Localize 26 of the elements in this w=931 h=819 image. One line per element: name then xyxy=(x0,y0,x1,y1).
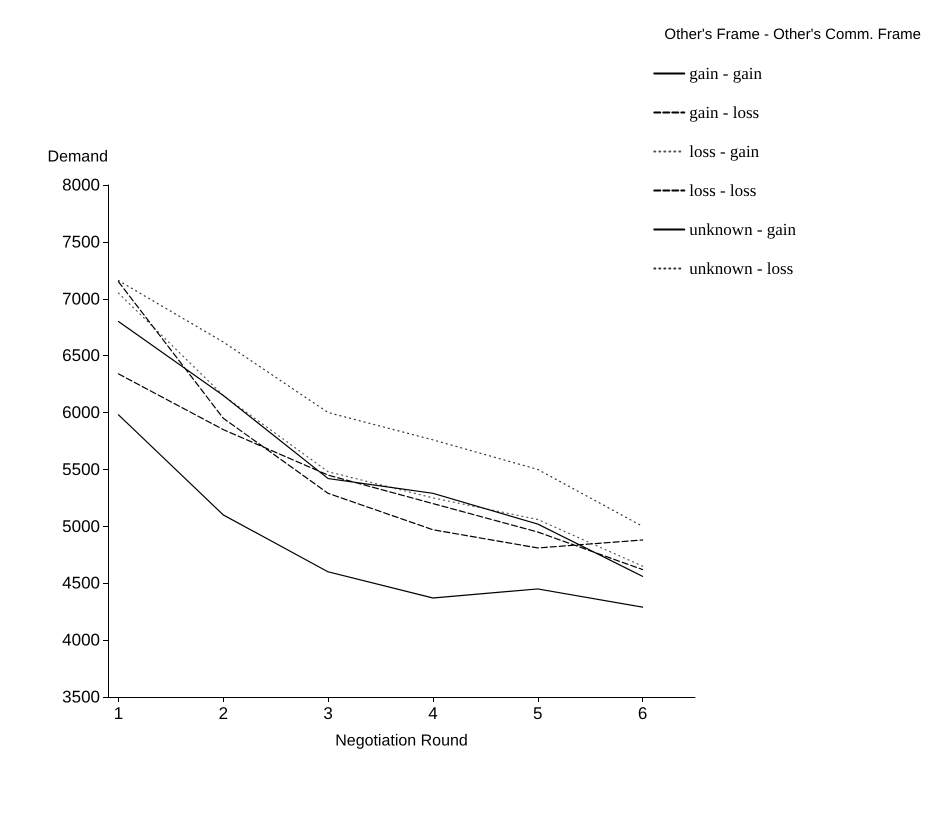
legend-title: Other's Frame - Other's Comm. Frame xyxy=(664,26,922,43)
y-tick-label: 7000 xyxy=(62,289,100,308)
y-tick-label: 4000 xyxy=(62,630,100,650)
y-tick-label: 7500 xyxy=(62,232,100,252)
x-axis-title: Negotiation Round xyxy=(335,732,468,750)
legend-label: unknown - loss xyxy=(689,259,794,278)
x-tick-label: 5 xyxy=(533,704,542,723)
legend-label: gain - loss xyxy=(689,103,760,122)
y-tick-label: 3500 xyxy=(62,688,100,706)
y-tick-label: 6500 xyxy=(62,346,100,366)
x-tick-label: 2 xyxy=(218,704,228,723)
x-tick-label: 6 xyxy=(638,704,648,723)
x-tick-label: 4 xyxy=(428,704,438,723)
line-series xyxy=(118,414,644,608)
x-tick-label: 1 xyxy=(114,704,124,723)
x-tick-label: 3 xyxy=(323,704,333,723)
legend-label: unknown - gain xyxy=(689,220,796,239)
legend-label: gain - gain xyxy=(689,64,762,83)
y-axis-title: Demand xyxy=(48,148,108,166)
y-tick-label: 5000 xyxy=(62,516,100,536)
y-tick-label: 8000 xyxy=(62,176,100,194)
y-tick-label: 4500 xyxy=(62,574,100,593)
y-tick-label: 5500 xyxy=(62,460,100,479)
legend-label: loss - loss xyxy=(689,181,756,200)
y-tick-label: 6000 xyxy=(62,403,100,422)
legend-label: loss - gain xyxy=(689,142,760,161)
